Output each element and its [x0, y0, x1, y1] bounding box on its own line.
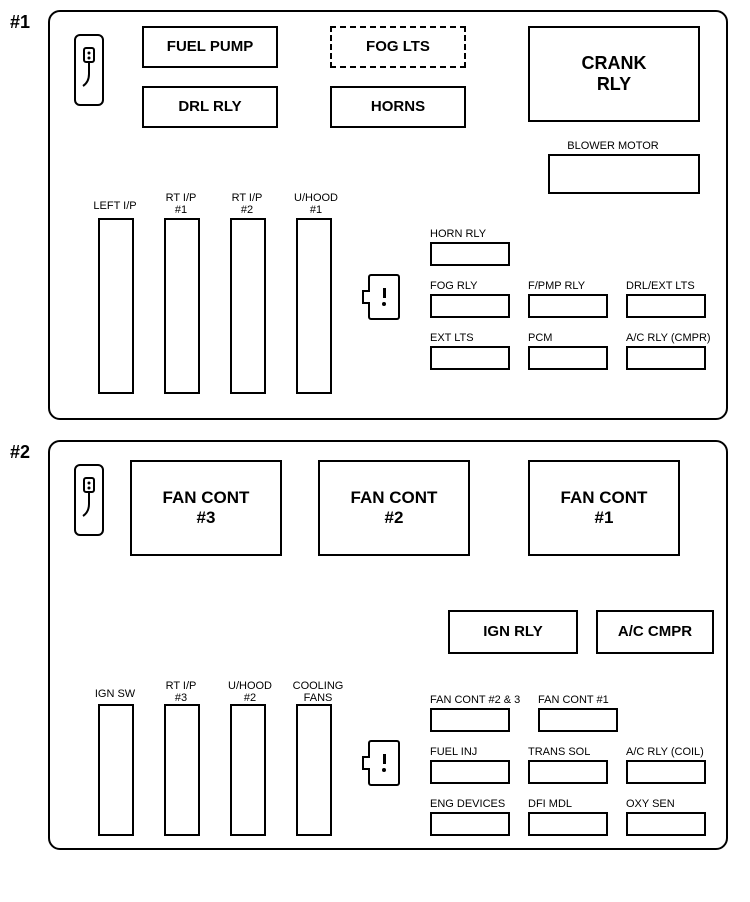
relay-ign-rly: IGN RLY: [448, 610, 578, 654]
label-fan-cont-1-small: FAN CONT #1: [538, 694, 628, 706]
panel-1: FUEL PUMP FOG LTS CRANK RLY DRL RLY HORN…: [48, 10, 728, 420]
relay-fog-lts: FOG LTS: [330, 26, 466, 68]
label-fog-rly: FOG RLY: [430, 280, 510, 292]
label-fan-cont-23: FAN CONT #2 & 3: [430, 694, 540, 706]
label-dfi-mdl: DFI MDL: [528, 798, 608, 810]
connector-icon: [368, 740, 400, 786]
slot-pcm: [528, 346, 608, 370]
label-ign-sw: IGN SW: [90, 688, 140, 700]
label-rt-ip-1: RT I/P #1: [156, 192, 206, 216]
label-trans-sol: TRANS SOL: [528, 746, 608, 758]
relay-fan-cont-1: FAN CONT #1: [528, 460, 680, 556]
label-rt-ip-3: RT I/P #3: [156, 680, 206, 704]
slot-trans-sol: [528, 760, 608, 784]
label-ac-rly-coil: A/C RLY (COIL): [626, 746, 726, 758]
slot-rt-ip-2: [230, 218, 266, 394]
slot-rt-ip-1: [164, 218, 200, 394]
label-ac-rly-cmpr: A/C RLY (CMPR): [626, 332, 726, 344]
label-u-hood-1: U/HOOD #1: [288, 192, 344, 216]
label-ext-lts: EXT LTS: [430, 332, 510, 344]
label-pcm: PCM: [528, 332, 608, 344]
relay-drl: DRL RLY: [142, 86, 278, 128]
panel-1-wrapper: #1 FUEL PUMP FOG LTS CRANK RLY DRL RLY H…: [10, 10, 740, 420]
slot-ac-rly-coil: [626, 760, 706, 784]
label-u-hood-2: U/HOOD #2: [222, 680, 278, 704]
slot-ign-sw: [98, 704, 134, 836]
slot-blower-motor: [548, 154, 700, 194]
relay-ac-cmpr: A/C CMPR: [596, 610, 714, 654]
slot-drl-ext-lts: [626, 294, 706, 318]
label-horn-rly: HORN RLY: [430, 228, 510, 240]
relay-fuel-pump: FUEL PUMP: [142, 26, 278, 68]
relay-fan-cont-2: FAN CONT #2: [318, 460, 470, 556]
relay-fan-cont-3: FAN CONT #3: [130, 460, 282, 556]
slot-ext-lts: [430, 346, 510, 370]
fuse-puller-icon: [74, 34, 104, 106]
label-eng-devices: ENG DEVICES: [430, 798, 520, 810]
slot-fog-rly: [430, 294, 510, 318]
slot-eng-devices: [430, 812, 510, 836]
label-oxy-sen: OXY SEN: [626, 798, 706, 810]
label-blower-motor: BLOWER MOTOR: [548, 140, 678, 152]
panel-1-number: #1: [10, 12, 40, 33]
label-rt-ip-2: RT I/P #2: [222, 192, 272, 216]
slot-fuel-inj: [430, 760, 510, 784]
connector-icon: [368, 274, 400, 320]
slot-cooling-fans: [296, 704, 332, 836]
fuse-puller-icon: [74, 464, 104, 536]
slot-horn-rly: [430, 242, 510, 266]
label-f-pmp-rly: F/PMP RLY: [528, 280, 608, 292]
slot-u-hood-1: [296, 218, 332, 394]
slot-dfi-mdl: [528, 812, 608, 836]
relay-fan-cont-2-label: FAN CONT #2: [351, 488, 438, 527]
label-drl-ext-lts: DRL/EXT LTS: [626, 280, 716, 292]
panel-2-wrapper: #2 FAN CONT #3 FAN CONT #2 FAN CONT #1 I…: [10, 440, 740, 850]
slot-fan-cont-1-small: [538, 708, 618, 732]
panel-2: FAN CONT #3 FAN CONT #2 FAN CONT #1 IGN …: [48, 440, 728, 850]
relay-crank: CRANK RLY: [528, 26, 700, 122]
slot-fan-cont-23: [430, 708, 510, 732]
slot-u-hood-2: [230, 704, 266, 836]
slot-f-pmp-rly: [528, 294, 608, 318]
label-cooling-fans: COOLING FANS: [288, 680, 348, 704]
relay-crank-label: CRANK RLY: [582, 53, 647, 94]
relay-horns: HORNS: [330, 86, 466, 128]
panel-2-number: #2: [10, 442, 40, 463]
relay-fan-cont-1-label: FAN CONT #1: [561, 488, 648, 527]
label-fuel-inj: FUEL INJ: [430, 746, 510, 758]
slot-oxy-sen: [626, 812, 706, 836]
slot-left-ip: [98, 218, 134, 394]
relay-fan-cont-3-label: FAN CONT #3: [163, 488, 250, 527]
slot-rt-ip-3: [164, 704, 200, 836]
slot-ac-rly-cmpr: [626, 346, 706, 370]
label-left-ip: LEFT I/P: [90, 200, 140, 212]
